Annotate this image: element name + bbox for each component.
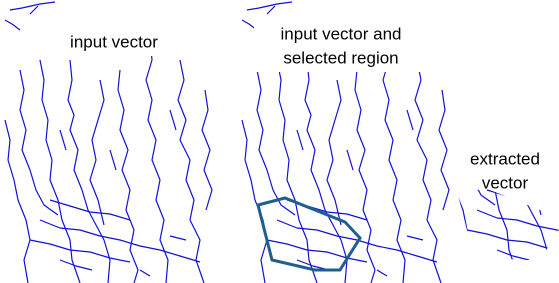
panel-label: vector: [482, 173, 529, 192]
panel-label: selected region: [283, 48, 398, 67]
panel-label: extracted: [470, 149, 540, 168]
extracted-network: [442, 0, 559, 273]
page: input vector input vector and selected r…: [0, 0, 559, 283]
panel-label: input vector: [70, 32, 158, 51]
panel-label: input vector and: [281, 24, 402, 43]
figure: input vector input vector and selected r…: [0, 0, 559, 283]
